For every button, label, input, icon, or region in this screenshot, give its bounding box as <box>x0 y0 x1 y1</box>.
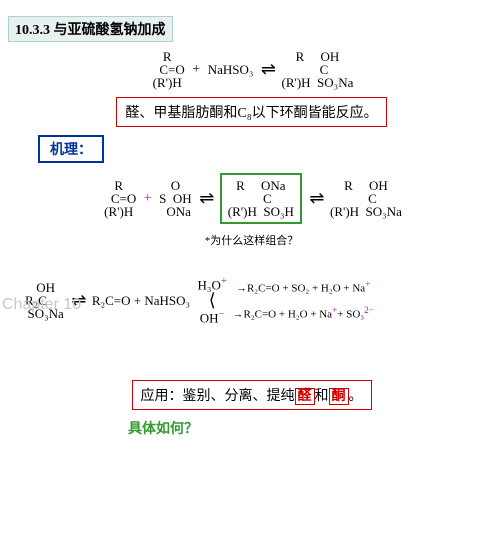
reactant-carbonyl: R C=O (R')H <box>150 50 185 89</box>
plus-sign: + <box>192 62 200 77</box>
app-aldehyde: 醛 <box>295 388 315 405</box>
mechanism-label: 机理： <box>38 135 104 163</box>
section-title: 10.3.3 与亚硫酸氢钠加成 <box>8 16 173 42</box>
mechanism-equation: R C=O (R')H + O S OH ONa ⇌ R ONa C (R')H… <box>8 173 495 224</box>
nahso3: NaHSO₃ <box>208 63 254 76</box>
mech-carbonyl: R C=O (R')H <box>101 179 136 218</box>
how-note: 具体如何？ <box>128 422 198 437</box>
bisulfite-ion: O S OH ONa <box>159 179 192 218</box>
chapter-watermark: Chapter 10 <box>2 296 81 314</box>
mechanism-intermediate: R ONa C (R')H SO₃H <box>220 173 302 224</box>
branch-products: →R₂C=O + SO₂ + H₂O + Na+ →R₂C=O + H₂O + … <box>232 280 373 320</box>
equilibrium-arrow: ⇌ <box>309 188 322 208</box>
branch-conditions: H₃O+ ⟨ OH− <box>198 276 227 325</box>
mechanism-footnote: *为什么这样组合？ <box>205 235 299 247</box>
scope-note-box: 醛、甲基脂肪酮和C₈以下环酮皆能反应。 <box>116 97 386 127</box>
mech-product: R OH C (R')H SO₃Na <box>330 179 402 218</box>
app-text: 鉴别、分离、提纯 <box>183 389 295 404</box>
app-and: 和 <box>315 389 329 404</box>
hydrolysis-mid: R₂C=O + NaHSO₃ <box>92 294 190 307</box>
app-period: 。 <box>349 389 363 404</box>
equilibrium-arrow: ⇌ <box>199 188 212 208</box>
app-ketone: 酮 <box>329 388 349 405</box>
product-adduct: R OH C (R')H SO₃Na <box>281 50 353 89</box>
application-box: 应用：鉴别、分离、提纯醛和酮。 <box>132 380 372 410</box>
equilibrium-arrow: ⇌ <box>261 59 274 79</box>
plus-sign: + <box>144 191 152 206</box>
reaction-main: R C=O (R')H + NaHSO₃ ⇌ R OH C (R')H SO₃N… <box>8 50 495 89</box>
app-label: 应用： <box>141 389 183 404</box>
